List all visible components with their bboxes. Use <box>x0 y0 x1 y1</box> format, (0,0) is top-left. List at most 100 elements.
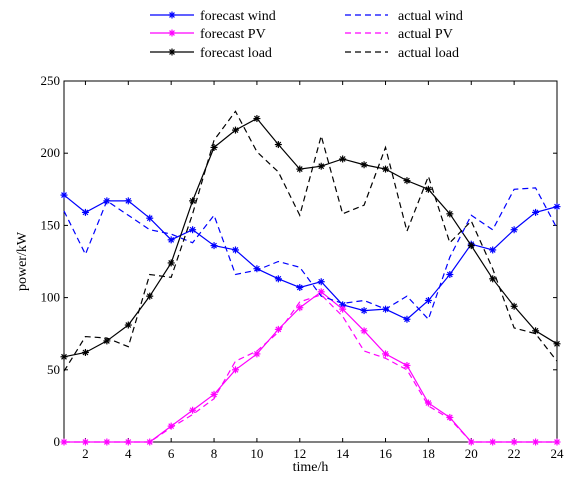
y-axis-label: power/kW <box>15 231 30 291</box>
data-point <box>60 353 68 361</box>
data-point <box>231 246 239 254</box>
x-tick-label: 16 <box>379 446 393 461</box>
y-tick-label: 100 <box>41 290 61 305</box>
legend-item-actual-wind: actual wind <box>345 9 463 24</box>
data-point <box>167 259 175 267</box>
data-point <box>489 246 497 254</box>
data-point <box>253 115 261 123</box>
series-forecast-pv <box>60 288 561 446</box>
data-point <box>231 126 239 134</box>
data-point <box>489 275 497 283</box>
legend-label: actual PV <box>398 27 453 42</box>
series-actual-pv <box>64 294 557 443</box>
y-axis: 0 50 100 150 200 250 <box>41 73 557 449</box>
y-tick-label: 200 <box>41 145 61 160</box>
data-point <box>510 226 518 234</box>
y-tick-label: 50 <box>47 362 60 377</box>
data-point <box>339 155 347 163</box>
data-point <box>124 197 132 205</box>
data-point <box>467 242 475 250</box>
legend: forecast wind forecast PV forecast load act… <box>150 9 463 61</box>
data-point <box>532 327 540 335</box>
data-point <box>446 270 454 278</box>
x-tick-label: 14 <box>336 446 350 461</box>
x-axis-label: time/h <box>293 460 329 475</box>
x-tick-label: 6 <box>168 446 175 461</box>
legend-label: actual load <box>398 46 459 61</box>
data-point <box>146 292 154 300</box>
legend-label: forecast PV <box>200 27 266 42</box>
data-point <box>510 438 518 446</box>
data-point <box>296 165 304 173</box>
data-point <box>382 350 390 358</box>
data-point <box>296 283 304 291</box>
y-tick-label: 150 <box>41 217 61 232</box>
series-actual-wind <box>63 187 558 321</box>
data-point <box>210 143 218 151</box>
legend-label: forecast wind <box>200 9 276 24</box>
data-point <box>81 348 89 356</box>
data-point <box>424 185 432 193</box>
legend-item-forecast-pv: forecast PV <box>150 27 266 42</box>
legend-item-actual-pv: actual PV <box>345 27 453 42</box>
plot-area <box>63 80 558 443</box>
x-tick-label: 2 <box>82 446 89 461</box>
data-point <box>231 366 239 374</box>
x-tick-label: 4 <box>125 446 132 461</box>
data-point <box>167 236 175 244</box>
data-point <box>382 165 390 173</box>
x-tick-label: 18 <box>422 446 435 461</box>
data-point <box>446 413 454 421</box>
data-point <box>253 350 261 358</box>
data-point <box>553 340 561 348</box>
legend-label: actual wind <box>398 9 463 24</box>
series-line-actual-pv <box>64 294 557 443</box>
series-layer <box>60 110 561 446</box>
series-line-forecast-pv <box>64 291 557 443</box>
data-point <box>553 203 561 211</box>
series-line-forecast-wind <box>63 194 558 320</box>
series-forecast-wind <box>60 191 561 323</box>
y-tick-label: 250 <box>41 73 61 88</box>
x-tick-label: 10 <box>250 446 263 461</box>
y-tick-label: 0 <box>54 434 61 449</box>
data-point <box>317 278 325 286</box>
data-point <box>510 302 518 310</box>
data-point <box>403 361 411 369</box>
data-point <box>296 304 304 312</box>
data-point <box>424 399 432 407</box>
data-point <box>424 296 432 304</box>
data-point <box>339 305 347 313</box>
series-forecast-load <box>60 115 561 361</box>
data-point <box>189 197 197 205</box>
series-line-forecast-load <box>63 117 558 358</box>
data-point <box>146 214 154 222</box>
data-point <box>532 208 540 216</box>
data-point <box>403 177 411 185</box>
x-tick-label: 12 <box>293 446 306 461</box>
data-point <box>124 321 132 329</box>
data-point <box>274 275 282 283</box>
data-point <box>403 315 411 323</box>
data-point <box>81 208 89 216</box>
data-point <box>210 242 218 250</box>
series-actual-load <box>63 110 558 372</box>
legend-item-forecast-wind: forecast wind <box>150 9 276 24</box>
x-tick-label: 20 <box>465 446 478 461</box>
data-point <box>189 406 197 414</box>
data-point <box>317 288 325 296</box>
data-point <box>360 327 368 335</box>
data-point <box>317 162 325 170</box>
data-point <box>446 210 454 218</box>
series-line-actual-load <box>63 110 558 372</box>
x-tick-label: 8 <box>211 446 218 461</box>
data-point <box>189 226 197 234</box>
x-tick-label: 22 <box>508 446 521 461</box>
data-point <box>60 191 68 199</box>
legend-item-forecast-load: forecast load <box>150 46 272 61</box>
x-axis: 2 4 6 8 10 12 14 16 18 20 22 24 <box>82 81 564 461</box>
x-tick-label: 24 <box>551 446 565 461</box>
data-point <box>210 390 218 398</box>
data-point <box>360 161 368 169</box>
